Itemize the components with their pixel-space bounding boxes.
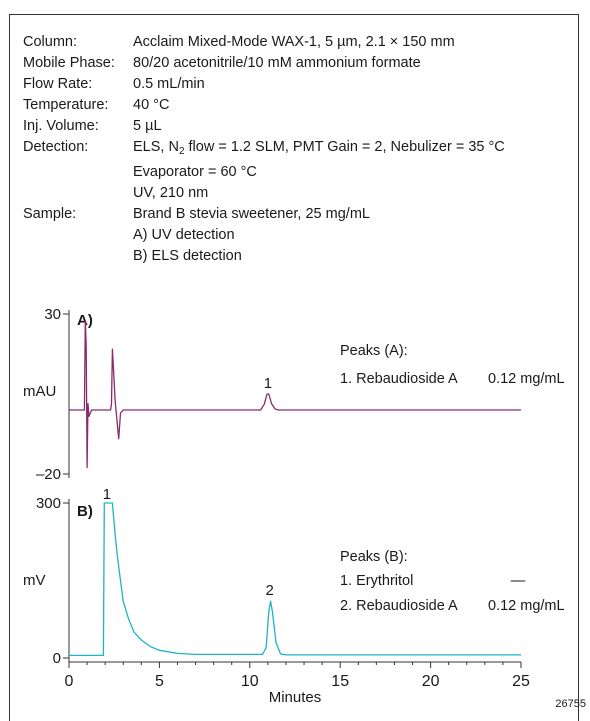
peaks-legend-amount-a: 0.12 mg/mL	[488, 371, 565, 387]
peaks-legend-amount-b: —	[511, 573, 526, 589]
peaks-legend-amount-b: 0.12 mg/mL	[488, 598, 565, 614]
x-axis-label: Minutes	[269, 689, 322, 706]
peaks-legend-item-a: 1. Rebaudioside A	[340, 371, 458, 387]
peaks-legend-title-b: Peaks (B):	[340, 549, 408, 565]
condition-row-detection-evaporator: Evaporator = 60 °C	[23, 162, 505, 183]
condition-value: 40 °C	[133, 97, 170, 113]
trace-b	[69, 502, 521, 657]
condition-label: Mobile Phase:	[23, 55, 115, 71]
condition-label: Temperature:	[23, 97, 109, 113]
peak-label-b: 1	[103, 486, 111, 503]
peaks-legend-item-b: 1. Erythritol	[340, 573, 413, 589]
x-tick-label: 5	[155, 673, 164, 690]
condition-row-sample-a: A) UV detection	[23, 225, 505, 246]
trace-a	[69, 319, 521, 469]
condition-value-part: ELS, N	[133, 139, 179, 155]
experimental-conditions: Column: Acclaim Mixed-Mode WAX-1, 5 µm, …	[23, 32, 505, 267]
figure-number: 26755	[555, 698, 586, 710]
peak-label-a: 1	[264, 375, 272, 392]
x-tick-label: 20	[422, 673, 440, 690]
condition-row-sample-b: B) ELS detection	[23, 246, 505, 267]
peaks-legend-title-a: Peaks (A):	[340, 343, 408, 359]
condition-value-part: flow = 1.2 SLM, PMT Gain = 2, Nebulizer …	[184, 139, 505, 155]
panel-label-b: B)	[77, 503, 93, 520]
condition-value: 5 µL	[133, 118, 162, 134]
condition-value: A) UV detection	[133, 227, 235, 243]
condition-value: ELS, N2 flow = 1.2 SLM, PMT Gain = 2, Ne…	[133, 137, 505, 162]
condition-row-detection: Detection: ELS, N2 flow = 1.2 SLM, PMT G…	[23, 137, 505, 162]
condition-label: Sample:	[23, 206, 77, 222]
condition-row-column: Column: Acclaim Mixed-Mode WAX-1, 5 µm, …	[23, 32, 505, 53]
condition-label: Detection:	[23, 139, 89, 155]
condition-label: Inj. Volume:	[23, 118, 99, 134]
y-axis-label-a: mAU	[23, 383, 56, 400]
y-tick-label-a: 30	[44, 306, 61, 323]
peak-label-b: 2	[266, 582, 274, 599]
condition-value: UV, 210 nm	[133, 185, 209, 201]
condition-row-detection-uv: UV, 210 nm	[23, 183, 505, 204]
condition-value: Brand B stevia sweetener, 25 mg/mL	[133, 206, 370, 222]
condition-value: Acclaim Mixed-Mode WAX-1, 5 µm, 2.1 × 15…	[133, 34, 455, 50]
condition-row-temperature: Temperature: 40 °C	[23, 95, 505, 116]
condition-label: Flow Rate:	[23, 76, 93, 92]
condition-row-flow-rate: Flow Rate: 0.5 mL/min	[23, 74, 505, 95]
x-tick-label: 0	[65, 673, 74, 690]
condition-row-mobile-phase: Mobile Phase: 80/20 acetonitrile/10 mM a…	[23, 53, 505, 74]
peaks-legend-item-b: 2. Rebaudioside A	[340, 598, 458, 614]
condition-value: B) ELS detection	[133, 248, 242, 264]
condition-row-inj-volume: Inj. Volume: 5 µL	[23, 116, 505, 137]
condition-value: Evaporator = 60 °C	[133, 164, 257, 180]
condition-label: Column:	[23, 34, 77, 50]
condition-row-sample: Sample: Brand B stevia sweetener, 25 mg/…	[23, 204, 505, 225]
y-tick-label-b: 0	[53, 650, 61, 667]
condition-value: 0.5 mL/min	[133, 76, 205, 92]
x-tick-label: 15	[331, 673, 349, 690]
y-axis-label-b: mV	[23, 572, 46, 589]
x-tick-label: 25	[512, 673, 530, 690]
figure-frame	[9, 14, 579, 721]
condition-value: 80/20 acetonitrile/10 mM ammonium format…	[133, 55, 421, 71]
condition-value-subscript: 2	[178, 146, 185, 157]
y-tick-label-b: 300	[36, 495, 61, 512]
x-tick-label: 10	[241, 673, 259, 690]
y-tick-label-a: –20	[36, 466, 61, 483]
